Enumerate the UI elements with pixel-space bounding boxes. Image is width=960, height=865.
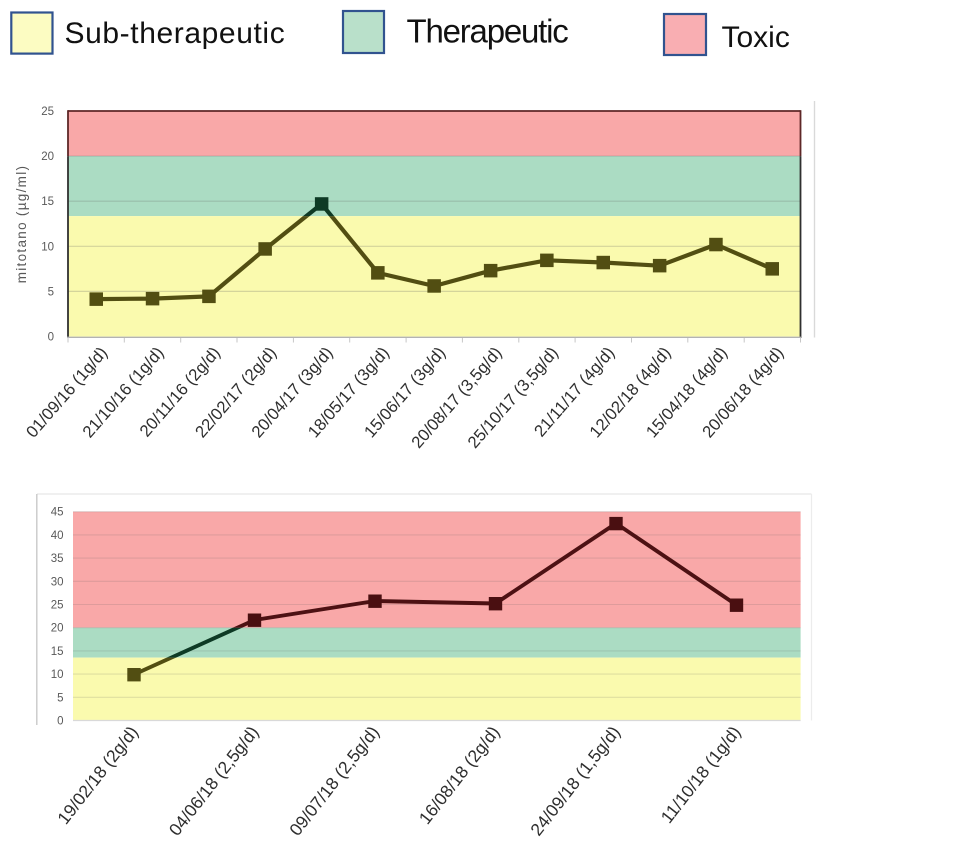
svg-text:Sub-therapeutic: Sub-therapeutic	[65, 17, 286, 50]
svg-text:5: 5	[48, 286, 54, 298]
svg-text:0: 0	[48, 332, 54, 344]
svg-text:5: 5	[57, 692, 63, 704]
svg-text:20: 20	[41, 151, 54, 163]
svg-text:30: 30	[51, 576, 64, 588]
svg-text:40: 40	[51, 530, 64, 542]
svg-text:35: 35	[51, 553, 64, 565]
svg-text:15: 15	[41, 196, 54, 208]
svg-text:10: 10	[51, 669, 64, 681]
svg-text:mitotano (µg/ml): mitotano (µg/ml)	[14, 165, 29, 284]
svg-text:0: 0	[57, 716, 63, 728]
svg-text:10: 10	[41, 241, 54, 253]
svg-text:25: 25	[41, 106, 54, 118]
svg-text:45: 45	[51, 507, 64, 519]
svg-text:Toxic: Toxic	[722, 21, 790, 54]
svg-text:Therapeutic: Therapeutic	[407, 13, 569, 50]
svg-text:15: 15	[51, 646, 64, 658]
svg-text:20: 20	[51, 623, 64, 635]
svg-text:25: 25	[51, 600, 64, 612]
